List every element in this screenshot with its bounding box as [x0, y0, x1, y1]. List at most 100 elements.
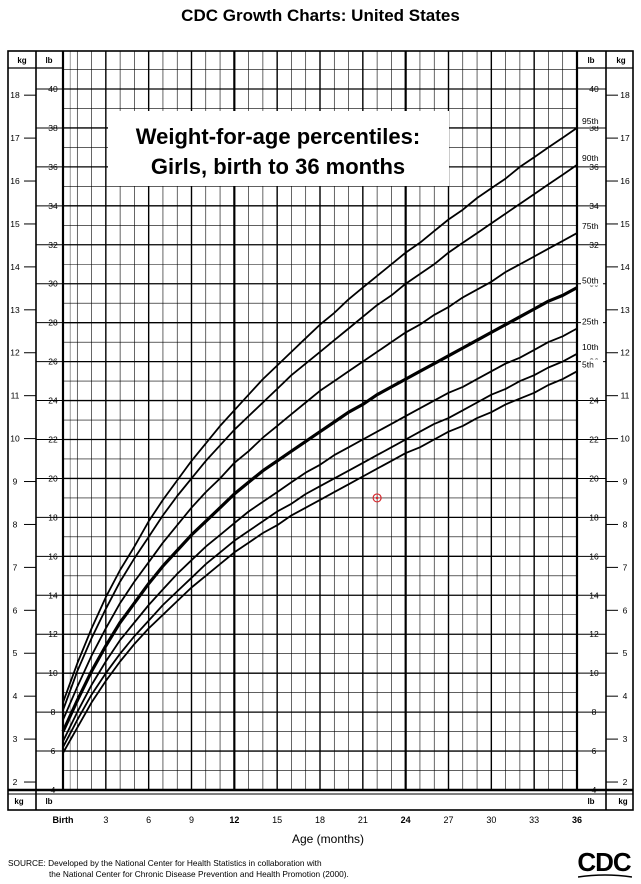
x-axis-label: Age (months): [292, 832, 364, 846]
lb-tick-label-left: 28: [48, 318, 58, 328]
lb-tick-label-right: 24: [589, 396, 599, 406]
x-tick-label: 33: [529, 815, 539, 825]
series-label-10th: 10th: [582, 342, 599, 352]
x-tick-label: 6: [146, 815, 151, 825]
x-tick-label: 15: [272, 815, 282, 825]
kg-tick-label-left: 3: [13, 734, 18, 744]
x-tick-label: 12: [229, 815, 239, 825]
series-label-75th: 75th: [582, 221, 599, 231]
data-point-marker-center: [375, 496, 379, 500]
lb-tick-label-right: 22: [589, 435, 599, 445]
kg-tick-label-left: 8: [13, 519, 18, 529]
chart-labels: kg lb lb kg kg lb lb kg 4 4 6 6 8 8 10 10 12 12 14 14 16 16 18…: [10, 56, 630, 825]
kg-tick-label-left: 18: [10, 90, 20, 100]
chart-frame: [7, 50, 634, 811]
page-title: CDC Growth Charts: United States: [181, 6, 460, 25]
lb-tick-label-left: 24: [48, 396, 58, 406]
lb-tick-label-right: 18: [589, 512, 599, 522]
lb-tick-label-left: 32: [48, 240, 58, 250]
lb-tick-label-left: 18: [48, 512, 58, 522]
lb-tick-label-left: 34: [48, 201, 58, 211]
lb-tick-label-right: 14: [589, 590, 599, 600]
lb-tick-label-left: 6: [51, 746, 56, 756]
chart-subtitle: Girls, birth to 36 months: [151, 154, 405, 179]
kg-tick-label-left: 17: [10, 133, 20, 143]
kg-tick-label-right: 10: [620, 434, 630, 444]
lb-tick-label-left: 22: [48, 435, 58, 445]
series-line-10th: [62, 353, 578, 748]
lb-tick-label-left: 8: [51, 707, 56, 717]
chart-axes: [7, 50, 634, 811]
lb-tick-label-left: 14: [48, 590, 58, 600]
right-unit-kg-bottom: kg: [618, 797, 627, 806]
kg-tick-label-left: 15: [10, 219, 20, 229]
cdc-logo-text: CDC: [577, 847, 631, 877]
lb-tick-label-left: 30: [48, 279, 58, 289]
x-tick-label: 9: [189, 815, 194, 825]
lb-tick-label-right: 8: [592, 707, 597, 717]
lb-tick-label-right: 16: [589, 551, 599, 561]
series-label-5th: 5th: [582, 359, 594, 369]
series-label-25th: 25th: [582, 317, 599, 327]
kg-tick-label-right: 11: [621, 391, 630, 401]
kg-tick-label-right: 12: [620, 348, 630, 358]
right-unit-lb-bottom: lb: [587, 797, 594, 806]
kg-tick-label-right: 5: [623, 648, 628, 658]
chart-title-box: Weight-for-age percentiles: Girls, birth…: [108, 111, 449, 186]
series-label-bg: [581, 115, 603, 126]
series-label-bg: [581, 316, 603, 327]
left-unit-kg: kg: [17, 56, 26, 65]
kg-tick-label-left: 11: [11, 391, 20, 401]
source-note: SOURCE: Developed by the National Center…: [8, 858, 349, 880]
kg-tick-label-left: 7: [13, 562, 18, 572]
kg-tick-label-right: 16: [620, 176, 630, 186]
lb-tick-label-right: 20: [589, 473, 599, 483]
series-line-75th: [62, 232, 578, 721]
kg-tick-label-right: 17: [620, 133, 630, 143]
x-tick-label: Birth: [53, 815, 74, 825]
x-tick-label: 36: [572, 815, 582, 825]
lb-tick-label-left: 10: [48, 668, 58, 678]
kg-tick-label-left: 2: [13, 777, 18, 787]
series-label-bg: [581, 152, 603, 163]
left-unit-lb: lb: [45, 56, 52, 65]
lb-tick-label-right: 36: [589, 162, 599, 172]
lb-tick-label-right: 34: [589, 201, 599, 211]
lb-tick-label-left: 12: [48, 629, 58, 639]
series-line-50th: [61, 286, 578, 733]
lb-tick-label-right: 32: [589, 240, 599, 250]
x-tick-label: 18: [315, 815, 325, 825]
kg-tick-label-left: 9: [13, 477, 18, 487]
kg-tick-label-right: 7: [623, 562, 628, 572]
series-label-90th: 90th: [582, 153, 599, 163]
kg-tick-label-right: 9: [623, 477, 628, 487]
series-line-90th: [62, 164, 578, 711]
lb-tick-label-left: 26: [48, 357, 58, 367]
right-unit-kg: kg: [616, 56, 625, 65]
lb-tick-label-right: 12: [589, 629, 599, 639]
kg-tick-label-left: 5: [13, 648, 18, 658]
x-tick-label: 24: [401, 815, 411, 825]
series-line-25th: [62, 327, 578, 742]
series-label-bg: [581, 275, 603, 286]
kg-tick-label-right: 2: [623, 777, 628, 787]
kg-tick-label-left: 10: [10, 434, 20, 444]
x-tick-label: 30: [486, 815, 496, 825]
series-label-bg: [581, 221, 603, 232]
lb-tick-label-left: 38: [48, 123, 58, 133]
series-label-95th: 95th: [582, 116, 599, 126]
x-tick-label: 3: [103, 815, 108, 825]
lb-tick-label-left: 16: [48, 551, 58, 561]
series-label-bg: [581, 341, 603, 352]
kg-tick-label-left: 16: [10, 176, 20, 186]
kg-tick-label-left: 14: [10, 262, 20, 272]
kg-tick-label-right: 13: [620, 305, 630, 315]
left-unit-lb-bottom: lb: [45, 797, 52, 806]
series-line-95th: [62, 127, 578, 703]
kg-tick-label-right: 14: [620, 262, 630, 272]
lb-tick-label-left: 20: [48, 473, 58, 483]
left-unit-kg-bottom: kg: [14, 797, 23, 806]
source-line-1: SOURCE: Developed by the National Center…: [8, 858, 322, 868]
lb-tick-label-left: 40: [48, 84, 58, 94]
lb-tick-label-left: 4: [51, 785, 56, 795]
